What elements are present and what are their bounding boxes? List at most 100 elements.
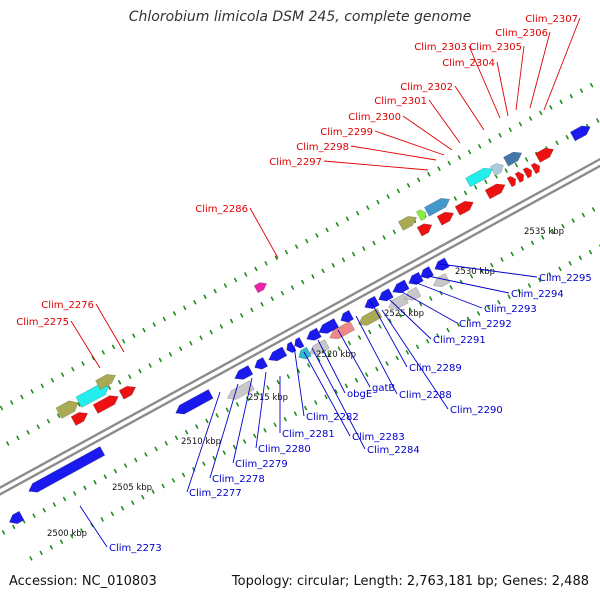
tick-mark [77, 402, 81, 407]
tick-mark [352, 251, 356, 257]
tick-mark [154, 446, 158, 452]
gene-arrow-clim-2278 [234, 365, 254, 380]
gene-arrow [8, 510, 25, 525]
tick-mark [590, 82, 594, 88]
tick-mark [148, 363, 152, 368]
tick-mark [314, 400, 318, 405]
tick-mark [183, 305, 187, 311]
gene-label-obge: obgE [347, 389, 372, 400]
gene-label-clim-2284: Clim_2284 [367, 445, 420, 456]
tick-mark [591, 207, 596, 212]
tick-mark [235, 402, 240, 407]
tick-mark [91, 355, 95, 361]
gene-label-clim-2286: Clim_2286 [195, 204, 248, 215]
tick-mark [219, 324, 223, 329]
tick-mark [36, 424, 40, 429]
gene-label-clim-2301: Clim_2301 [374, 96, 427, 107]
gene-arrow-clim-2306 [503, 151, 523, 167]
leader-line [303, 351, 351, 437]
tick-mark [171, 478, 175, 483]
gene-label-clim-2273: Clim_2273 [109, 543, 162, 554]
leader-line [374, 130, 445, 156]
tick-mark [1, 530, 6, 535]
tick-mark [305, 238, 309, 244]
leader-line [355, 315, 398, 395]
tick-mark [229, 318, 234, 324]
gene-arrow [530, 162, 541, 175]
tick-mark [311, 274, 315, 279]
tick-mark [327, 352, 331, 357]
tick-mark [365, 372, 369, 377]
tick-mark [392, 229, 396, 235]
tick-mark [103, 474, 107, 479]
tick-mark [49, 545, 53, 550]
tick-mark [596, 118, 600, 123]
tick-mark [541, 235, 545, 240]
tick-mark [568, 261, 572, 266]
tick-mark [324, 394, 328, 400]
tick-mark [40, 383, 44, 389]
gene-arrow-clim-2283 [306, 327, 322, 341]
tick-mark [107, 385, 112, 390]
genome-summary-text: Topology: circular; Length: 2,763,181 bp… [231, 574, 589, 589]
tick-mark [93, 480, 97, 485]
tick-mark [144, 452, 148, 457]
gene-label-gatb: gatB [372, 383, 395, 394]
tick-mark [446, 327, 450, 333]
scale-label: 2500 kbp [47, 529, 87, 539]
tick-mark [337, 346, 341, 351]
tick-mark [551, 229, 555, 234]
gene-arrow-clim-2305 [484, 183, 506, 200]
tick-mark [406, 183, 411, 188]
tick-mark [141, 494, 145, 500]
tick-mark [304, 405, 308, 411]
tick-mark [71, 366, 75, 372]
tick-mark [321, 268, 325, 274]
gene-arrow [92, 395, 119, 414]
scale-label: 2535 kbp [524, 227, 564, 237]
tick-mark [520, 246, 524, 251]
tick-mark [111, 344, 116, 350]
gene-label-clim-2305: Clim_2305 [469, 42, 522, 53]
tick-mark [559, 99, 563, 105]
gene-arrow-clim-2293 [392, 279, 410, 294]
tick-mark [549, 105, 553, 110]
gene-arrow [118, 385, 137, 400]
tick-mark [398, 313, 402, 318]
tick-mark [408, 307, 413, 312]
tick-mark [368, 329, 372, 335]
leader-line [439, 263, 538, 278]
leader-line [428, 99, 461, 144]
tick-mark [500, 257, 504, 262]
tick-mark [307, 363, 311, 368]
gene-arrow [286, 341, 297, 354]
gene-arrow-clim-2276 [75, 383, 110, 408]
gene-label-clim-2291: Clim_2291 [433, 335, 486, 346]
tick-mark [273, 422, 277, 427]
gene-label-clim-2302: Clim_2302 [400, 82, 453, 93]
tick-mark [498, 133, 502, 138]
leader-line [209, 383, 239, 479]
leader-line [95, 303, 125, 353]
tick-mark [463, 190, 468, 196]
gene-arrow-clim-2289 [364, 295, 380, 310]
tick-mark [419, 301, 423, 307]
tick-mark [356, 210, 360, 216]
tick-mark [46, 418, 50, 424]
tick-mark [325, 227, 329, 233]
tick-mark [405, 350, 409, 355]
tick-mark [426, 339, 430, 344]
gene-label-clim-2299: Clim_2299 [320, 127, 373, 138]
gene-arrow [514, 171, 525, 183]
tick-mark [341, 257, 346, 262]
tick-mark [453, 196, 457, 201]
tick-mark [83, 485, 87, 491]
gene-label-clim-2288: Clim_2288 [399, 390, 452, 401]
tick-mark [6, 441, 10, 446]
tick-mark [291, 285, 295, 290]
tick-mark [162, 316, 166, 322]
tick-mark [20, 394, 24, 400]
gene-arrow-clim-2282 [308, 339, 330, 355]
leader-line [249, 207, 279, 259]
gene-arrow [569, 125, 591, 142]
